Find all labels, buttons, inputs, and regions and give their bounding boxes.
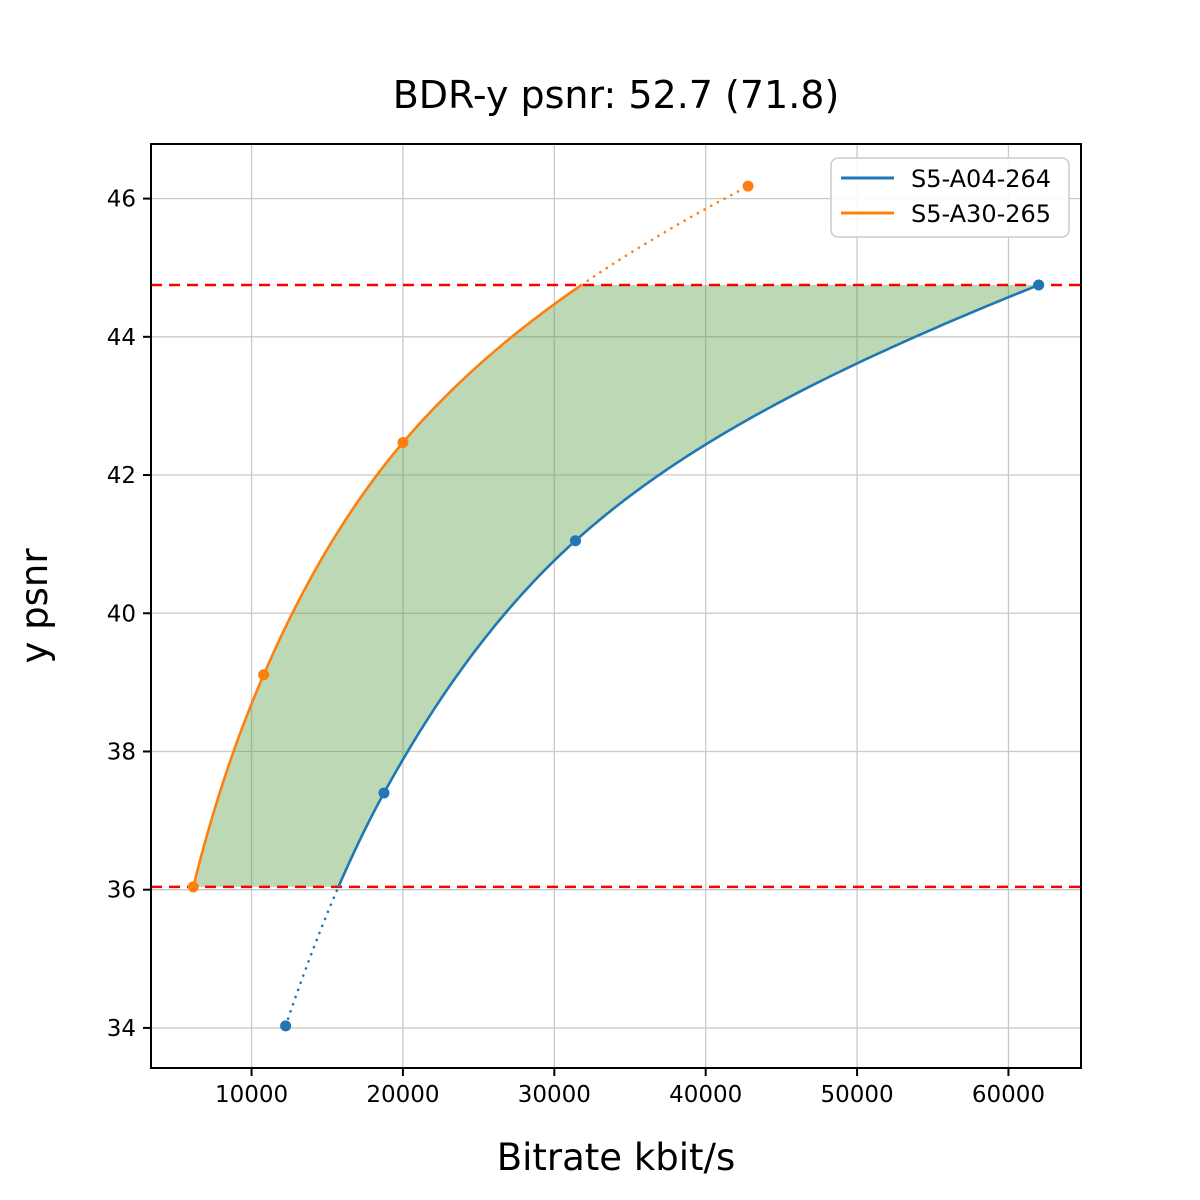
x-tick-label: 60000: [972, 1082, 1045, 1108]
series-markers: [187, 180, 1045, 1032]
axis-ticks: [143, 197, 1010, 1076]
series-2-curve-extrapolated: [580, 184, 750, 287]
data-point-series-1: [280, 1020, 292, 1032]
data-point-series-2: [742, 180, 754, 192]
x-tick-label: 10000: [215, 1082, 288, 1108]
data-point-series-2: [187, 881, 199, 893]
x-tick-label: 20000: [366, 1082, 439, 1108]
legend: S5-A04-264 S5-A30-265: [830, 157, 1070, 238]
data-point-series-2: [258, 669, 270, 681]
bd-shaded-region: [193, 284, 1039, 887]
legend-label-series-1: S5-A04-264: [911, 165, 1051, 193]
series-1-curve-extrapolated: [284, 885, 340, 1028]
data-point-series-2: [397, 437, 409, 449]
gridlines: [151, 144, 1081, 1068]
y-tick-label: 36: [107, 878, 136, 904]
legend-label-series-2: S5-A30-265: [911, 200, 1051, 228]
y-tick-label: 40: [107, 601, 136, 627]
data-point-series-1: [570, 535, 582, 547]
y-tick-label: 44: [107, 325, 136, 351]
series-2-curve: [192, 283, 583, 888]
x-tick-label: 40000: [669, 1082, 742, 1108]
bd-bound-lines: [151, 283, 1081, 889]
x-tick-label: 50000: [820, 1082, 893, 1108]
y-tick-label: 42: [107, 463, 136, 489]
data-point-series-1: [1033, 279, 1045, 291]
x-axis-label: Bitrate kbit/s: [497, 1136, 736, 1179]
x-tick-label: 30000: [518, 1082, 591, 1108]
y-tick-label: 38: [107, 739, 136, 765]
data-point-series-1: [378, 787, 390, 799]
y-tick-label: 34: [107, 1016, 136, 1042]
y-tick-label: 46: [107, 187, 136, 213]
axis-tick-labels: 10000 20000 30000 40000 50000 60000 34 36 38 40 42…: [107, 187, 1045, 1108]
plot-border: [150, 143, 1082, 1069]
y-axis-label: y psnr: [13, 548, 56, 664]
chart-title: BDR-y psnr: 52.7 (71.8): [393, 73, 840, 117]
